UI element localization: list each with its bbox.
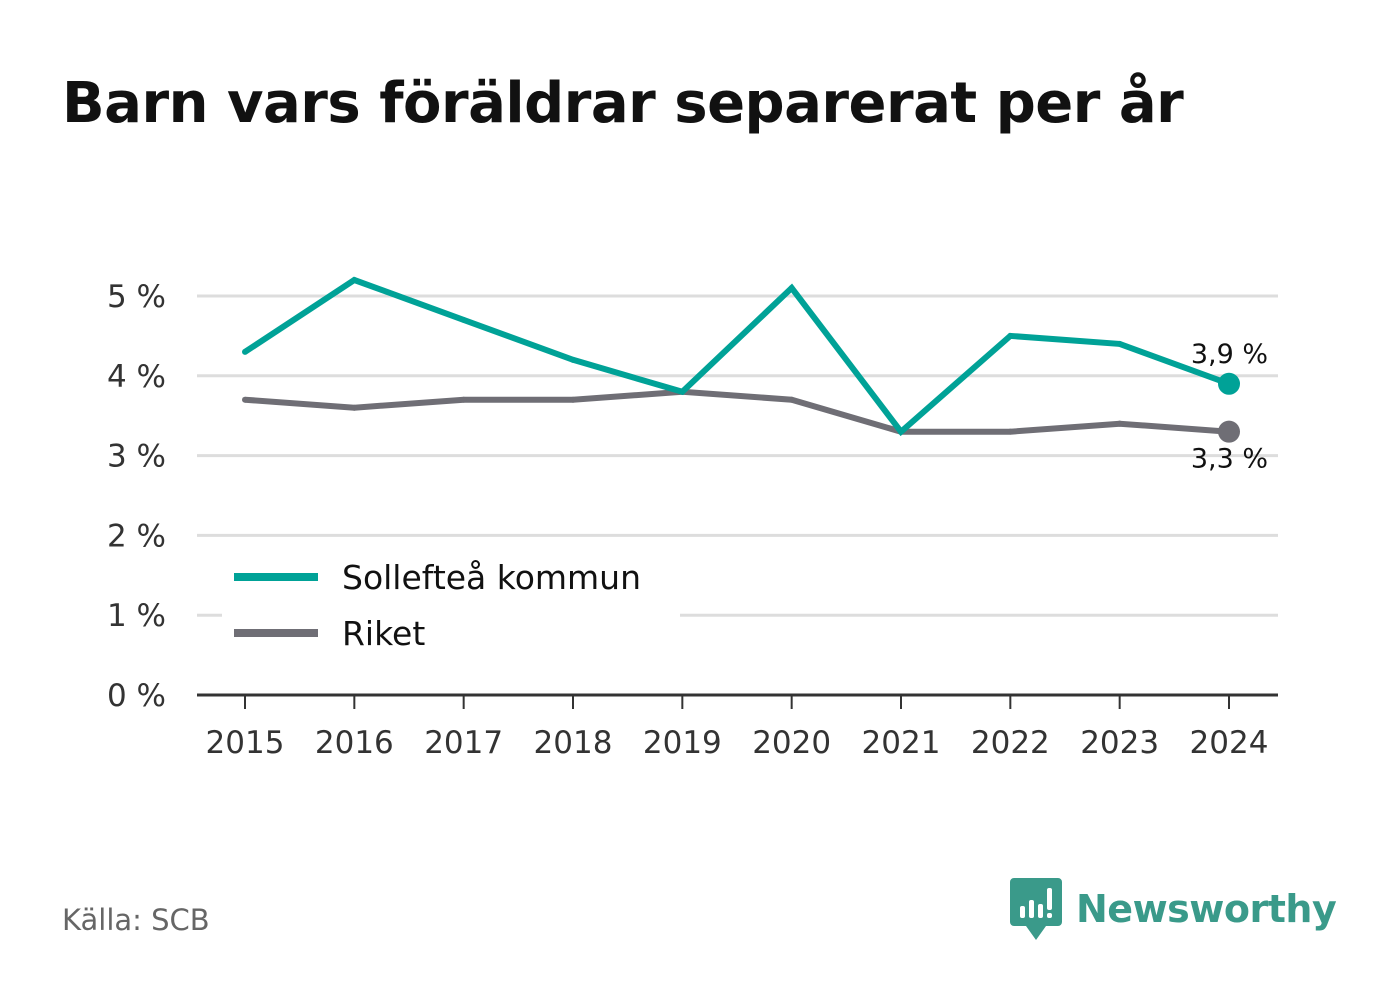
series-line [243,276,1231,437]
data-point [242,396,248,403]
x-tick-label: 2016 [315,725,394,761]
y-tick-label: 2 % [107,518,166,554]
y-tick-label: 5 % [107,279,166,315]
data-point [898,428,904,435]
y-axis-labels: 0 % 1 % 2 % 3 % 4 % 5 % [107,279,166,714]
x-tick-label: 2024 [1190,725,1269,761]
legend-label: Sollefteå kommun [342,558,641,597]
data-point [1007,428,1014,435]
data-point [679,388,686,395]
x-tick-label: 2021 [862,725,941,761]
x-tick-label: 2018 [534,725,613,761]
data-point [1116,420,1123,427]
y-tick-label: 4 % [107,359,166,395]
legend: Sollefteå kommun Riket [222,545,680,663]
x-tick-label: 2023 [1080,725,1159,761]
y-tick-label: 1 % [107,598,166,634]
data-point [788,285,795,292]
data-point [1116,340,1123,347]
legend-label: Riket [342,614,425,653]
data-point [460,396,467,403]
end-marker [1218,372,1240,395]
x-axis-labels: 2015 2016 2017 2018 2019 2020 2021 2022 2023 2024 [206,725,1269,761]
end-value-label: 3,3 % [1191,444,1268,475]
data-point [242,348,248,355]
y-tick-label: 0 % [107,678,166,714]
data-point [351,404,358,411]
source-note: Källa: SCB [62,903,210,937]
brand-name: Newsworthy [1076,887,1337,931]
series-lines [242,276,1240,443]
data-point [351,277,358,284]
newsworthy-logo-icon [1010,878,1062,940]
end-value-label: 3,9 % [1191,339,1268,370]
x-tick-label: 2022 [971,725,1050,761]
data-point [788,396,795,403]
chart-title: Barn vars föräldrar separerat per år [62,71,1184,136]
end-marker [1218,420,1240,443]
x-tick-label: 2017 [424,725,503,761]
end-labels: 3,9 % 3,3 % [1191,339,1268,475]
legend-background [222,545,680,663]
data-point [1007,332,1014,339]
series-line [244,388,1230,435]
data-point [570,356,576,363]
brand-logo: Newsworthy [1010,876,1337,942]
x-axis [197,693,1278,709]
y-tick-label: 3 % [107,439,166,475]
x-tick-label: 2019 [643,725,722,761]
x-tick-label: 2015 [206,725,285,761]
data-point [570,396,576,403]
x-tick-label: 2020 [752,725,831,761]
data-point [460,316,467,323]
